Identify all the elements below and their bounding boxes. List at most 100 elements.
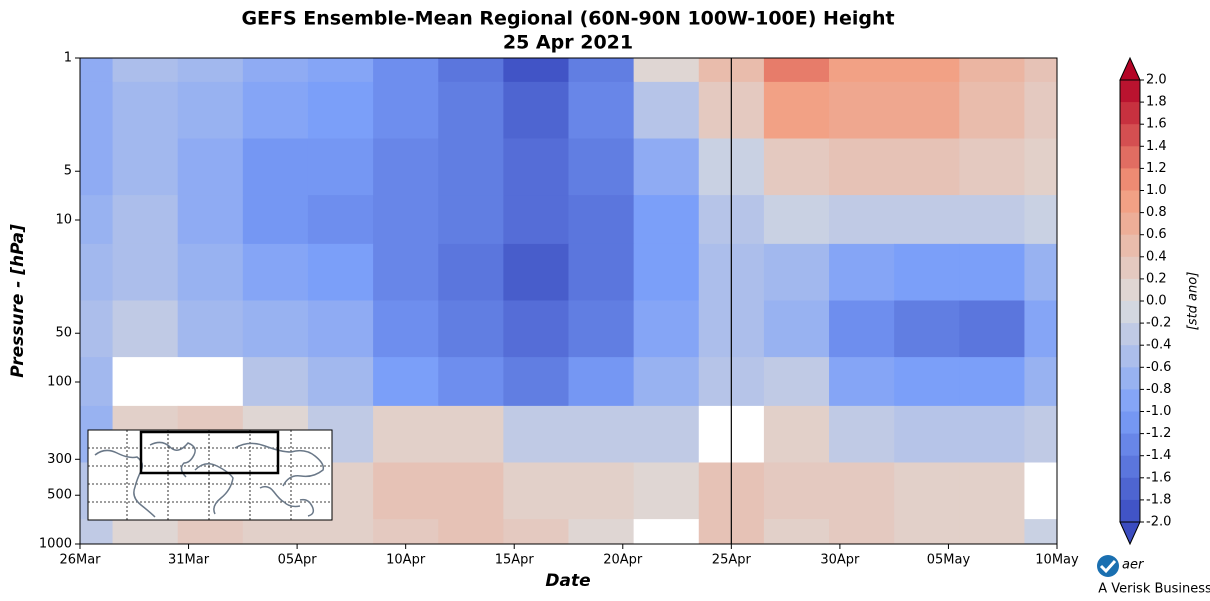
contour-cell bbox=[959, 405, 1026, 464]
colorbar-tick-label: 0.8 bbox=[1146, 205, 1167, 220]
colorbar-tick-label: -2.0 bbox=[1146, 515, 1171, 530]
contour-cell bbox=[829, 462, 895, 521]
contour-cell bbox=[112, 58, 179, 83]
colorbar-tick-label: -0.4 bbox=[1146, 338, 1171, 353]
contour-cell bbox=[80, 300, 114, 359]
colorbar-tick-label: -1.8 bbox=[1146, 492, 1171, 507]
contour-cell bbox=[373, 58, 439, 83]
contour-cell bbox=[307, 357, 374, 407]
contour-cell bbox=[112, 138, 179, 197]
contour-cell bbox=[177, 81, 244, 140]
logo-text: aer bbox=[1122, 558, 1145, 573]
contour-cell bbox=[373, 195, 439, 245]
contour-cell bbox=[1024, 138, 1057, 197]
logo-tagline: A Verisk Business bbox=[1098, 582, 1210, 597]
contour-cell bbox=[829, 58, 895, 83]
contour-cell bbox=[959, 357, 1026, 407]
colorbar-tick-label: 0.4 bbox=[1146, 249, 1167, 264]
contour-cell bbox=[242, 300, 309, 359]
logo: aer A Verisk Business bbox=[1097, 555, 1210, 597]
colorbar-tick-label: -1.6 bbox=[1146, 470, 1171, 485]
contour-cell bbox=[177, 195, 244, 245]
contour-cell bbox=[438, 519, 504, 544]
contour-cell bbox=[894, 243, 960, 302]
contour-cell bbox=[829, 357, 895, 407]
colorbar-tick-label: 1.6 bbox=[1146, 117, 1167, 132]
colorbar-segment bbox=[1120, 102, 1140, 125]
contour-cell bbox=[829, 81, 895, 140]
colorbar: 2.0 1.8 1.6 1.4 1.2 1.0 0.8 0.6 0.4 0.2 0.0 -0.2 -0.… bbox=[1119, 56, 1171, 546]
contour-cell bbox=[894, 405, 960, 464]
colorbar-tick-label: 1.0 bbox=[1146, 183, 1167, 198]
contour-cell bbox=[894, 81, 960, 140]
contour-cell bbox=[959, 243, 1026, 302]
contour-cell bbox=[438, 405, 504, 464]
contour-cell bbox=[80, 138, 114, 197]
colorbar-tick-label: -1.0 bbox=[1146, 404, 1171, 419]
colorbar-segment bbox=[1120, 146, 1140, 169]
contour-cell bbox=[438, 58, 504, 83]
contour-cell bbox=[633, 243, 700, 302]
contour-cell bbox=[568, 81, 635, 140]
contour-cell bbox=[829, 519, 895, 544]
colorbar-segment bbox=[1120, 389, 1140, 412]
colorbar-label: [std ano] bbox=[1186, 272, 1201, 331]
y-axis-label: Pressure - [hPa] bbox=[8, 224, 28, 378]
colorbar-tick-label: -0.6 bbox=[1146, 360, 1171, 375]
contour-cell bbox=[80, 81, 114, 140]
colorbar-segment bbox=[1120, 301, 1140, 324]
y-tick-label: 300 bbox=[47, 452, 72, 467]
colorbar-segment bbox=[1120, 455, 1140, 479]
contour-cell bbox=[503, 405, 570, 464]
x-tick-label: 31Mar bbox=[168, 553, 210, 568]
contour-cell bbox=[568, 519, 635, 544]
contour-cell bbox=[112, 300, 179, 359]
y-tick-label: 1000 bbox=[39, 537, 72, 552]
contour-cell bbox=[568, 243, 635, 302]
contour-cell bbox=[829, 138, 895, 197]
colorbar-segment bbox=[1120, 499, 1140, 523]
contour-cell bbox=[829, 405, 895, 464]
contour-cell bbox=[763, 58, 830, 83]
x-tick-label: 10Apr bbox=[386, 553, 426, 568]
contour-cell bbox=[568, 405, 635, 464]
x-tick-label: 05Apr bbox=[278, 553, 318, 568]
x-tick-label: 26Mar bbox=[59, 553, 101, 568]
contour-cell bbox=[894, 519, 960, 544]
contour-cell bbox=[568, 138, 635, 197]
contour-cell bbox=[894, 58, 960, 83]
contour-cell bbox=[763, 405, 830, 464]
contour-cell bbox=[763, 243, 830, 302]
y-tick-label: 1 bbox=[64, 51, 72, 66]
contour-cell bbox=[112, 243, 179, 302]
contour-cell bbox=[1024, 300, 1057, 359]
contour-cell bbox=[633, 462, 700, 521]
x-tick-label: 20Apr bbox=[603, 553, 643, 568]
contour-cell bbox=[177, 58, 244, 83]
contour-cell bbox=[307, 195, 374, 245]
contour-cell bbox=[1024, 81, 1057, 140]
contour-cell bbox=[438, 357, 504, 407]
inset-map bbox=[87, 429, 333, 521]
colorbar-segment bbox=[1120, 477, 1140, 501]
contour-cell bbox=[307, 300, 374, 359]
colorbar-tick-label: -1.2 bbox=[1146, 426, 1171, 441]
contour-cell bbox=[503, 138, 570, 197]
colorbar-segment bbox=[1120, 367, 1140, 390]
contour-cell bbox=[373, 300, 439, 359]
x-tick-label: 10May bbox=[1035, 553, 1079, 568]
contour-cell bbox=[829, 195, 895, 245]
contour-cell bbox=[373, 462, 439, 521]
contour-cell bbox=[959, 462, 1026, 521]
contour-cell bbox=[633, 405, 700, 464]
contour-cell bbox=[373, 357, 439, 407]
contour-cell bbox=[242, 357, 309, 407]
x-tick-label: 15Apr bbox=[495, 553, 535, 568]
contour-cell bbox=[80, 357, 114, 407]
contour-cell bbox=[112, 519, 179, 544]
contour-cell bbox=[503, 243, 570, 302]
contour-cell bbox=[373, 243, 439, 302]
contour-cell bbox=[633, 138, 700, 197]
contour-cell bbox=[763, 138, 830, 197]
contour-cell bbox=[1024, 58, 1057, 83]
